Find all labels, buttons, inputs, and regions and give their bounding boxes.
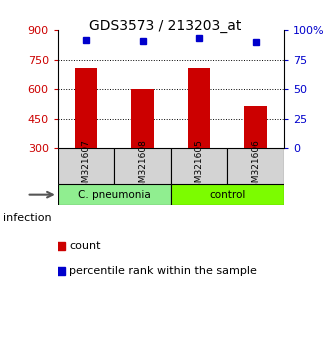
- Text: GSM321607: GSM321607: [82, 139, 90, 194]
- Text: GSM321608: GSM321608: [138, 139, 147, 194]
- Bar: [58, 148, 114, 184]
- Bar: [114, 148, 171, 184]
- Bar: [171, 148, 227, 184]
- Text: control: control: [209, 190, 246, 200]
- Text: count: count: [69, 241, 100, 251]
- Bar: [188, 68, 210, 148]
- Text: percentile rank within the sample: percentile rank within the sample: [69, 266, 257, 276]
- Text: GSM321606: GSM321606: [251, 139, 260, 194]
- Text: GSM321605: GSM321605: [194, 139, 204, 194]
- Bar: [244, 106, 267, 148]
- Bar: [131, 89, 154, 148]
- Bar: [75, 68, 97, 148]
- Text: infection: infection: [3, 213, 52, 223]
- Text: GDS3573 / 213203_at: GDS3573 / 213203_at: [89, 19, 241, 34]
- Text: C. pneumonia: C. pneumonia: [78, 190, 150, 200]
- Bar: [227, 148, 284, 184]
- Bar: [58, 184, 171, 205]
- Bar: [171, 184, 284, 205]
